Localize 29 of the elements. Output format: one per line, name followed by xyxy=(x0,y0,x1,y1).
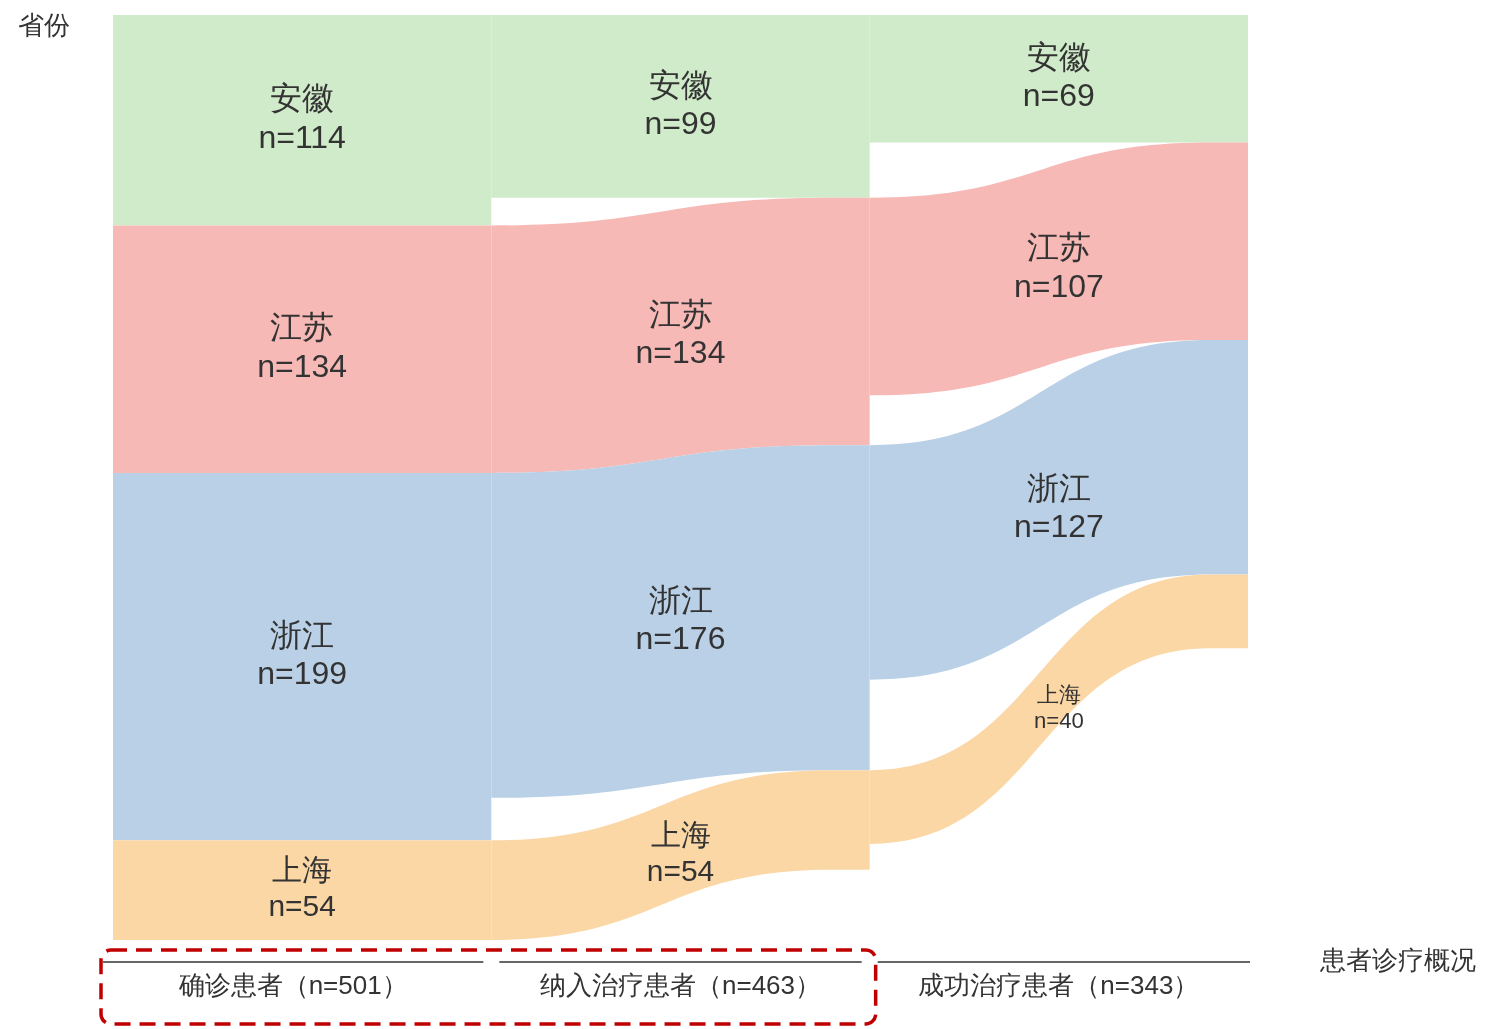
data-label: n=69 xyxy=(1022,77,1095,114)
data-label: n=176 xyxy=(635,620,726,657)
data-label: n=107 xyxy=(1013,267,1104,304)
data-label: n=134 xyxy=(635,333,726,370)
series-label: 安徽 xyxy=(1026,38,1091,75)
data-label: n=199 xyxy=(257,655,348,692)
series-label: 江苏 xyxy=(1026,229,1091,266)
data-label: n=54 xyxy=(646,853,715,887)
text: 江苏 xyxy=(648,295,713,332)
data-label: n=99 xyxy=(644,105,717,142)
text: 浙江 xyxy=(648,581,713,618)
data-label: n=134 xyxy=(257,347,348,384)
data-label: n=40 xyxy=(1033,708,1084,734)
category-label: 成功治疗患者（n=343） xyxy=(918,969,1200,1000)
text: 安徽 xyxy=(648,66,713,103)
text: 上海 xyxy=(272,853,333,887)
data-label: n=114 xyxy=(258,118,346,155)
data-label: n=127 xyxy=(1013,508,1104,545)
text: 浙江 xyxy=(270,616,335,653)
category-label: 纳入治疗患者（n=463） xyxy=(539,969,822,1000)
text: 患者诊疗概况 xyxy=(1319,944,1476,975)
series-label: 浙江 xyxy=(1026,470,1091,507)
text: 省份 xyxy=(18,9,70,40)
category-label: 确诊患者（n=501） xyxy=(177,969,408,1000)
text: 安徽 xyxy=(270,80,335,117)
text: 上海 xyxy=(650,818,711,852)
series-label: 上海 xyxy=(1036,681,1081,707)
data-label: n=54 xyxy=(268,889,336,922)
text: 江苏 xyxy=(270,309,335,346)
